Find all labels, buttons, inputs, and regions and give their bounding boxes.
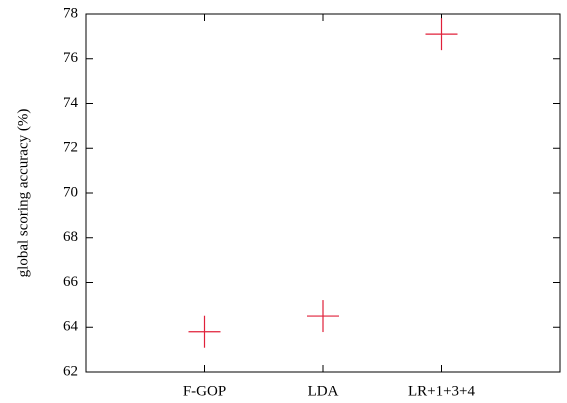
y-tick-label: 64 xyxy=(63,319,79,335)
y-tick-label: 76 xyxy=(63,50,79,66)
x-tick-label: LR+1+3+4 xyxy=(408,383,476,399)
y-tick-label: 72 xyxy=(63,140,78,156)
y-tick-label: 66 xyxy=(63,274,79,290)
x-axis: F-GOP LDA LR+1+3+4 xyxy=(183,14,476,399)
y-tick-label: 74 xyxy=(63,95,79,111)
y-axis: 62 64 66 68 70 72 74 76 78 xyxy=(63,5,560,379)
x-tick-label: F-GOP xyxy=(183,383,226,399)
x-tick-label: LDA xyxy=(308,383,339,399)
data-point xyxy=(188,315,221,348)
data-point xyxy=(307,300,339,333)
data-point xyxy=(425,18,458,51)
y-tick-label: 78 xyxy=(63,5,78,21)
y-tick-label: 70 xyxy=(63,184,78,200)
y-axis-label: global scoring accuracy (%) xyxy=(15,109,31,278)
y-tick-label: 68 xyxy=(63,229,78,245)
data-points xyxy=(188,18,458,348)
y-tick-label: 62 xyxy=(63,363,78,379)
